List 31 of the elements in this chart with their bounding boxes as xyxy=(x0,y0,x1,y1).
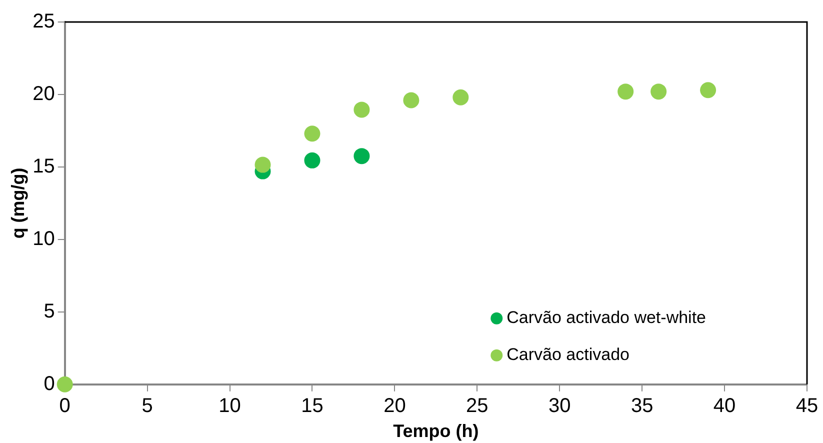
point xyxy=(452,89,469,106)
point xyxy=(650,84,667,100)
x-tick-label: 40 xyxy=(713,394,736,417)
x-tick-label: 30 xyxy=(548,394,571,417)
y-tick-label: 15 xyxy=(32,155,55,178)
x-axis-title: Tempo (h) xyxy=(393,421,479,442)
legend-label: Carvão activado wet-white xyxy=(506,308,706,328)
x-tick-label: 15 xyxy=(301,394,324,417)
point xyxy=(56,376,73,392)
x-tick-label: 5 xyxy=(142,394,153,417)
y-tick-label: 0 xyxy=(44,372,55,395)
point xyxy=(354,102,370,118)
point xyxy=(304,126,320,142)
point xyxy=(354,148,370,164)
point xyxy=(403,92,420,108)
x-tick-label: 20 xyxy=(384,394,406,417)
x-tick-label: 25 xyxy=(466,394,488,417)
y-tick-label: 10 xyxy=(32,228,55,250)
x-tick-label: 35 xyxy=(630,394,654,417)
point xyxy=(618,84,634,100)
y-tick-label: 20 xyxy=(32,82,55,105)
y-tick-label: 25 xyxy=(32,10,55,33)
point xyxy=(700,82,716,98)
legend-label: Carvão activado xyxy=(506,345,630,364)
point xyxy=(254,156,271,173)
x-tick-label: 10 xyxy=(218,394,241,417)
x-tick-label: 45 xyxy=(796,394,818,417)
y-axis-title: q (mg/g) xyxy=(8,168,28,239)
x-tick-label: 0 xyxy=(59,394,70,417)
y-tick-label: 5 xyxy=(44,300,55,322)
point xyxy=(304,152,320,168)
